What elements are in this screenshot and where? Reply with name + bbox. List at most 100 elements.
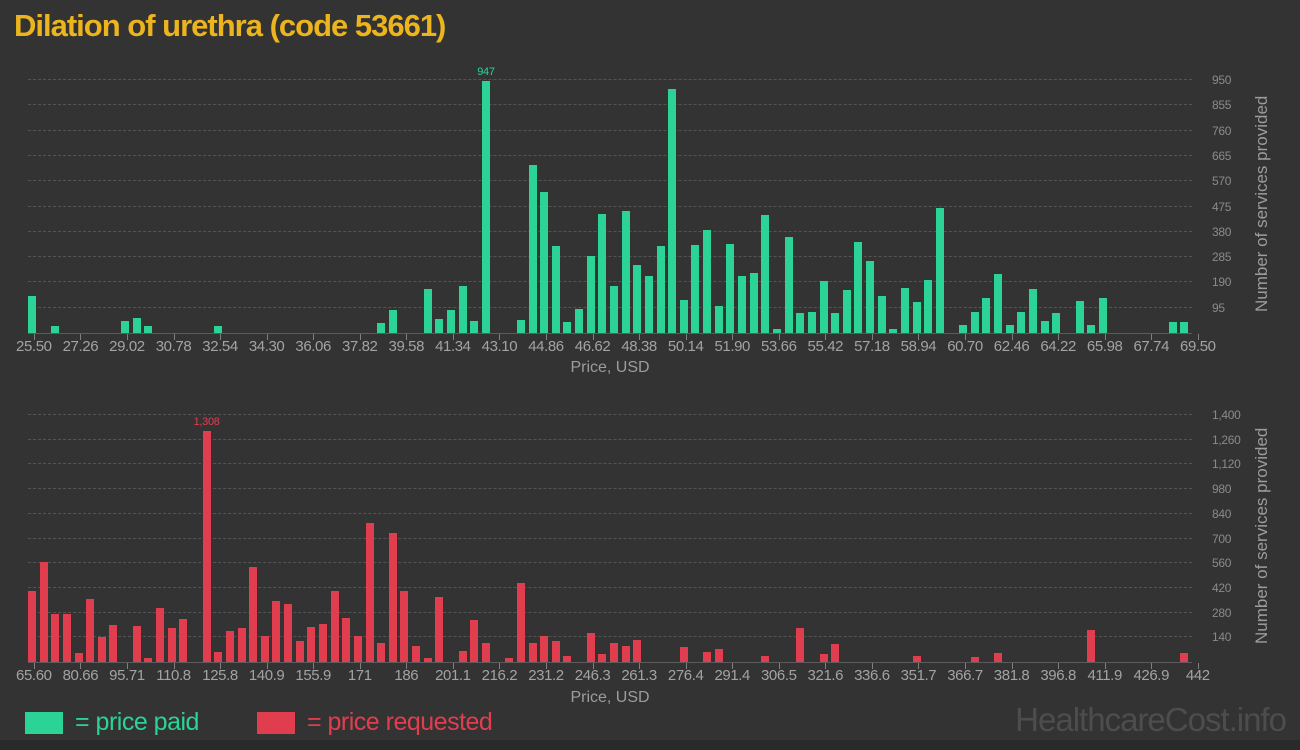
bar[interactable] <box>470 619 479 662</box>
bar[interactable] <box>1168 322 1177 333</box>
bar[interactable] <box>994 653 1003 662</box>
bar[interactable] <box>819 654 828 662</box>
bar[interactable] <box>1087 630 1096 662</box>
bar[interactable] <box>51 326 60 333</box>
bar[interactable] <box>1040 321 1049 333</box>
bar[interactable] <box>644 275 653 333</box>
bar[interactable] <box>1075 301 1084 333</box>
bar[interactable] <box>726 243 735 333</box>
bar[interactable] <box>668 89 677 333</box>
bar[interactable] <box>970 656 979 662</box>
bar[interactable] <box>912 655 921 662</box>
bar[interactable] <box>1052 313 1061 333</box>
bar[interactable] <box>598 213 607 333</box>
bar[interactable] <box>400 590 409 662</box>
bar[interactable] <box>761 655 770 662</box>
bar[interactable] <box>435 318 444 333</box>
bar[interactable] <box>144 326 153 333</box>
bar[interactable] <box>272 601 281 662</box>
bar[interactable] <box>772 329 781 333</box>
bar[interactable] <box>563 321 572 333</box>
bar[interactable] <box>156 608 165 662</box>
bar[interactable] <box>249 566 258 662</box>
bar[interactable] <box>1005 325 1014 333</box>
bar[interactable] <box>703 230 712 333</box>
bar[interactable] <box>610 642 618 662</box>
bar[interactable] <box>959 325 968 333</box>
bar[interactable] <box>214 325 223 333</box>
bar[interactable] <box>109 624 118 662</box>
bar[interactable] <box>225 631 234 662</box>
bar[interactable] <box>74 653 83 662</box>
bar[interactable] <box>62 614 71 662</box>
bar[interactable] <box>551 246 560 333</box>
bar[interactable] <box>28 295 36 333</box>
bar[interactable] <box>982 298 991 333</box>
bar[interactable] <box>1017 311 1026 333</box>
bar[interactable] <box>319 624 327 662</box>
bar[interactable] <box>412 646 421 662</box>
bar[interactable] <box>575 309 584 333</box>
bar[interactable] <box>1029 289 1038 333</box>
bar[interactable] <box>121 321 130 333</box>
bar[interactable] <box>388 533 397 662</box>
bar[interactable] <box>703 652 712 662</box>
bar[interactable] <box>1098 298 1107 333</box>
bar[interactable] <box>551 640 560 662</box>
bar[interactable] <box>540 635 549 662</box>
bar[interactable] <box>935 207 944 333</box>
bar[interactable] <box>458 650 467 662</box>
bar[interactable] <box>831 644 840 662</box>
bar[interactable] <box>889 329 898 333</box>
bar[interactable] <box>179 618 188 662</box>
bar[interactable] <box>388 310 397 333</box>
bar[interactable] <box>470 321 479 333</box>
bar[interactable] <box>132 318 141 333</box>
bar[interactable] <box>330 590 339 662</box>
bar[interactable] <box>540 191 549 333</box>
bar[interactable] <box>912 302 921 333</box>
bar[interactable] <box>97 637 106 662</box>
bar[interactable] <box>633 265 642 333</box>
bar[interactable] <box>563 655 572 662</box>
bar[interactable] <box>1087 325 1096 333</box>
bar[interactable] <box>447 310 456 333</box>
bar[interactable] <box>377 322 386 333</box>
bar[interactable] <box>796 627 805 662</box>
bar[interactable] <box>807 311 816 333</box>
bar[interactable] <box>621 210 630 333</box>
bar[interactable] <box>586 632 595 662</box>
bar[interactable] <box>505 657 514 662</box>
bar[interactable] <box>796 313 805 333</box>
bar[interactable] <box>260 635 269 662</box>
bar[interactable] <box>167 628 176 662</box>
bar[interactable] <box>365 522 374 662</box>
bar[interactable] <box>714 648 723 662</box>
bar[interactable] <box>819 281 828 333</box>
bar[interactable] <box>738 275 747 333</box>
bar[interactable] <box>749 273 758 333</box>
bar[interactable] <box>586 255 595 333</box>
bar[interactable] <box>714 306 723 333</box>
bar[interactable] <box>481 642 490 662</box>
bar[interactable] <box>86 599 95 662</box>
bar[interactable] <box>28 591 36 662</box>
bar[interactable] <box>1180 653 1189 662</box>
bar[interactable] <box>377 643 386 662</box>
bar[interactable] <box>307 626 316 662</box>
bar[interactable] <box>528 165 537 333</box>
bar[interactable] <box>237 627 246 662</box>
bar[interactable] <box>284 603 293 662</box>
bar[interactable] <box>691 245 700 333</box>
bar[interactable] <box>423 658 432 662</box>
bar[interactable] <box>831 313 840 333</box>
bar[interactable] <box>679 299 688 333</box>
bar[interactable] <box>458 285 467 333</box>
bar[interactable] <box>342 617 351 662</box>
bar[interactable] <box>679 647 688 662</box>
bar[interactable] <box>656 246 665 333</box>
bar[interactable] <box>854 242 863 333</box>
bar[interactable] <box>901 287 909 333</box>
bar[interactable] <box>994 274 1003 333</box>
bar[interactable] <box>784 237 793 333</box>
